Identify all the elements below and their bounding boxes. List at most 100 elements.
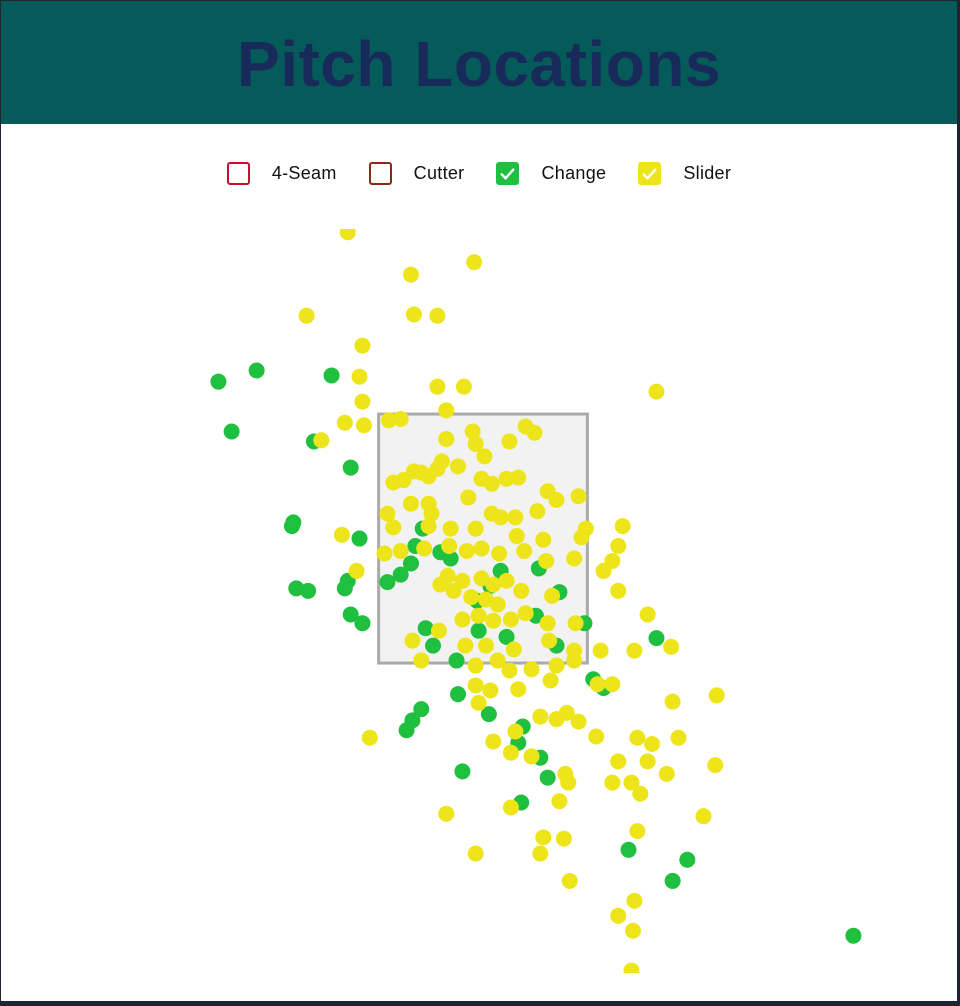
pitch-point-slider[interactable] — [438, 430, 455, 447]
legend-item-cutter[interactable]: Cutter — [368, 162, 465, 185]
pitch-point-slider[interactable] — [392, 543, 409, 559]
pitch-point-slider[interactable] — [532, 845, 549, 862]
pitch-point-slider[interactable] — [467, 845, 484, 862]
pitch-point-slider[interactable] — [376, 545, 393, 562]
pitch-point-slider[interactable] — [708, 687, 725, 704]
pitch-point-slider[interactable] — [413, 464, 430, 481]
pitch-point-slider[interactable] — [467, 520, 484, 537]
pitch-point-slider[interactable] — [429, 378, 446, 395]
pitch-point-change[interactable] — [223, 423, 240, 440]
pitch-point-change[interactable] — [354, 615, 371, 632]
pitch-point-change[interactable] — [450, 686, 467, 703]
pitch-point-slider[interactable] — [460, 489, 477, 506]
pitch-point-slider[interactable] — [501, 433, 518, 450]
pitch-point-change[interactable] — [442, 550, 459, 567]
pitch-point-slider[interactable] — [623, 774, 640, 791]
pitch-point-slider[interactable] — [624, 922, 641, 939]
pitch-point-change[interactable] — [413, 701, 430, 718]
pitch-point-slider[interactable] — [420, 518, 437, 535]
pitch-point-change[interactable] — [402, 555, 419, 572]
pitch-point-slider[interactable] — [482, 682, 499, 699]
pitch-point-slider[interactable] — [538, 552, 555, 569]
pitch-point-slider[interactable] — [639, 606, 656, 623]
checkbox-slider[interactable] — [638, 162, 662, 185]
pitch-point-change[interactable] — [679, 851, 696, 868]
pitch-point-slider[interactable] — [379, 505, 396, 522]
pitch-point-slider[interactable] — [551, 793, 568, 810]
pitch-point-change[interactable] — [448, 652, 465, 669]
pitch-point-slider[interactable] — [385, 519, 402, 536]
legend-item-slider[interactable]: Slider — [638, 162, 731, 185]
pitch-point-change[interactable] — [539, 769, 556, 786]
pitch-point-change[interactable] — [379, 574, 396, 591]
pitch-point-slider[interactable] — [610, 538, 627, 555]
pitch-point-slider[interactable] — [589, 676, 606, 693]
pitch-point-slider[interactable] — [629, 823, 646, 840]
pitch-point-slider[interactable] — [558, 704, 575, 721]
pitch-point-slider[interactable] — [505, 641, 522, 658]
pitch-point-slider[interactable] — [430, 622, 447, 639]
pitch-point-slider[interactable] — [623, 962, 640, 973]
pitch-point-slider[interactable] — [470, 607, 487, 624]
pitch-point-change[interactable] — [425, 637, 442, 654]
pitch-point-slider[interactable] — [464, 423, 481, 440]
pitch-point-slider[interactable] — [429, 460, 446, 477]
pitch-point-slider[interactable] — [395, 472, 412, 489]
pitch-point-slider[interactable] — [670, 729, 687, 746]
checkbox-cutter[interactable] — [368, 162, 392, 185]
pitch-point-change[interactable] — [300, 582, 317, 599]
pitch-point-slider[interactable] — [535, 531, 552, 548]
pitch-point-slider[interactable] — [467, 657, 484, 674]
pitch-point-slider[interactable] — [626, 642, 643, 659]
pitch-point-slider[interactable] — [567, 615, 584, 632]
pitch-point-slider[interactable] — [658, 765, 675, 782]
pitch-point-slider[interactable] — [467, 677, 484, 694]
pitch-point-change[interactable] — [323, 367, 340, 384]
pitch-point-slider[interactable] — [457, 637, 474, 654]
pitch-point-slider[interactable] — [485, 576, 502, 593]
pitch-point-slider[interactable] — [423, 505, 440, 522]
pitch-point-slider[interactable] — [470, 694, 487, 711]
pitch-point-slider[interactable] — [614, 518, 631, 535]
pitch-point-slider[interactable] — [351, 368, 368, 385]
pitch-point-slider[interactable] — [707, 757, 724, 774]
pitch-point-slider[interactable] — [544, 587, 561, 604]
pitch-point-change[interactable] — [342, 606, 359, 623]
pitch-point-slider[interactable] — [455, 378, 472, 395]
pitch-point-slider[interactable] — [644, 735, 661, 752]
pitch-point-slider[interactable] — [639, 753, 656, 770]
pitch-point-slider[interactable] — [392, 411, 409, 428]
pitch-point-change[interactable] — [620, 841, 637, 858]
pitch-point-slider[interactable] — [429, 307, 446, 324]
pitch-point-slider[interactable] — [454, 611, 471, 628]
pitch-point-slider[interactable] — [432, 576, 449, 593]
pitch-point-slider[interactable] — [489, 652, 506, 669]
pitch-point-slider[interactable] — [438, 805, 455, 822]
pitch-point-slider[interactable] — [483, 475, 500, 492]
pitch-point-slider[interactable] — [473, 540, 490, 557]
pitch-point-change[interactable] — [392, 566, 409, 583]
pitch-point-slider[interactable] — [450, 458, 467, 475]
pitch-point-slider[interactable] — [566, 652, 583, 669]
pitch-point-slider[interactable] — [405, 306, 422, 323]
pitch-point-slider[interactable] — [695, 808, 712, 825]
checkbox-change[interactable] — [496, 162, 520, 185]
pitch-point-slider[interactable] — [402, 266, 419, 283]
pitch-point-slider[interactable] — [626, 892, 643, 909]
pitch-point-slider[interactable] — [548, 491, 565, 508]
pitch-point-change[interactable] — [248, 362, 265, 379]
pitch-point-slider[interactable] — [313, 432, 330, 449]
pitch-point-slider[interactable] — [502, 799, 519, 816]
pitch-point-slider[interactable] — [513, 582, 530, 599]
pitch-point-slider[interactable] — [507, 723, 524, 740]
pitch-point-slider[interactable] — [592, 642, 609, 659]
pitch-point-slider[interactable] — [535, 829, 552, 846]
pitch-point-slider[interactable] — [539, 615, 556, 632]
pitch-point-slider[interactable] — [339, 229, 356, 241]
pitch-point-slider[interactable] — [467, 435, 484, 452]
pitch-point-slider[interactable] — [477, 637, 494, 654]
pitch-point-change[interactable] — [417, 620, 434, 637]
pitch-point-slider[interactable] — [485, 612, 502, 629]
pitch-point-slider[interactable] — [445, 582, 462, 599]
pitch-point-slider[interactable] — [416, 540, 433, 557]
